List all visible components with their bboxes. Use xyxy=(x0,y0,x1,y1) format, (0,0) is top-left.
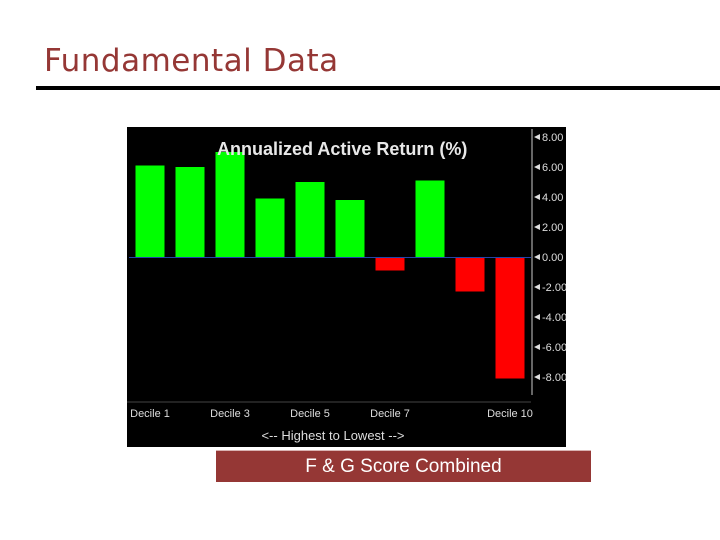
caption-banner: F & G Score Combined xyxy=(216,450,591,482)
y-tick-label: -6.00 xyxy=(542,342,566,354)
y-tick-marker xyxy=(534,254,540,260)
y-tick-marker xyxy=(534,224,540,230)
x-tick-label: Decile 3 xyxy=(210,408,250,420)
bar-decile-6 xyxy=(335,200,365,257)
bar-decile-3 xyxy=(215,152,245,257)
y-tick-marker xyxy=(534,344,540,350)
bar-decile-7 xyxy=(375,257,405,271)
x-tick-label: Decile 7 xyxy=(370,408,410,420)
y-tick-marker xyxy=(534,374,540,380)
y-tick-marker xyxy=(534,164,540,170)
bar-decile-4 xyxy=(255,198,285,257)
y-tick-label: 8.00 xyxy=(542,132,563,144)
y-tick-label: -4.00 xyxy=(542,312,566,324)
x-tick-label: Decile 1 xyxy=(130,408,170,420)
y-tick-marker xyxy=(534,314,540,320)
bar-decile-10 xyxy=(495,257,525,379)
y-tick-label: -8.00 xyxy=(542,372,566,384)
chart-title: Annualized Active Return (%) xyxy=(217,139,467,159)
slide-title: Fundamental Data xyxy=(44,43,339,79)
x-tick-label: Decile 5 xyxy=(290,408,330,420)
y-tick-marker xyxy=(534,134,540,140)
bar-decile-5 xyxy=(295,182,325,257)
y-tick-label: 6.00 xyxy=(542,162,563,174)
bar-decile-1 xyxy=(135,165,165,257)
x-axis-label: <-- Highest to Lowest --> xyxy=(261,428,404,443)
y-tick-label: 0.00 xyxy=(542,252,563,264)
y-tick-label: 4.00 xyxy=(542,192,563,204)
y-tick-marker xyxy=(534,194,540,200)
bar-chart: 8.00 6.00 4.00 2.00 0.00 -2.00 -4.00 -6.00 -8.00… xyxy=(127,127,566,447)
bar-decile-2 xyxy=(175,167,205,257)
x-tick-label: Decile 10 xyxy=(487,408,533,420)
chart-canvas: 8.00 6.00 4.00 2.00 0.00 -2.00 -4.00 -6.00 -8.00… xyxy=(127,129,566,443)
bar-decile-8 xyxy=(415,180,445,257)
bars-layer xyxy=(129,152,531,379)
bar-decile-9 xyxy=(455,257,485,292)
x-tick-labels: Decile 1 Decile 3 Decile 5 Decile 7 Decile 1… xyxy=(130,408,533,420)
y-tick-label: -2.00 xyxy=(542,282,566,294)
title-underline xyxy=(36,86,720,90)
y-tick-labels: 8.00 6.00 4.00 2.00 0.00 -2.00 -4.00 -6.00 -8.00 xyxy=(534,132,566,384)
y-tick-marker xyxy=(534,284,540,290)
y-tick-label: 2.00 xyxy=(542,222,563,234)
